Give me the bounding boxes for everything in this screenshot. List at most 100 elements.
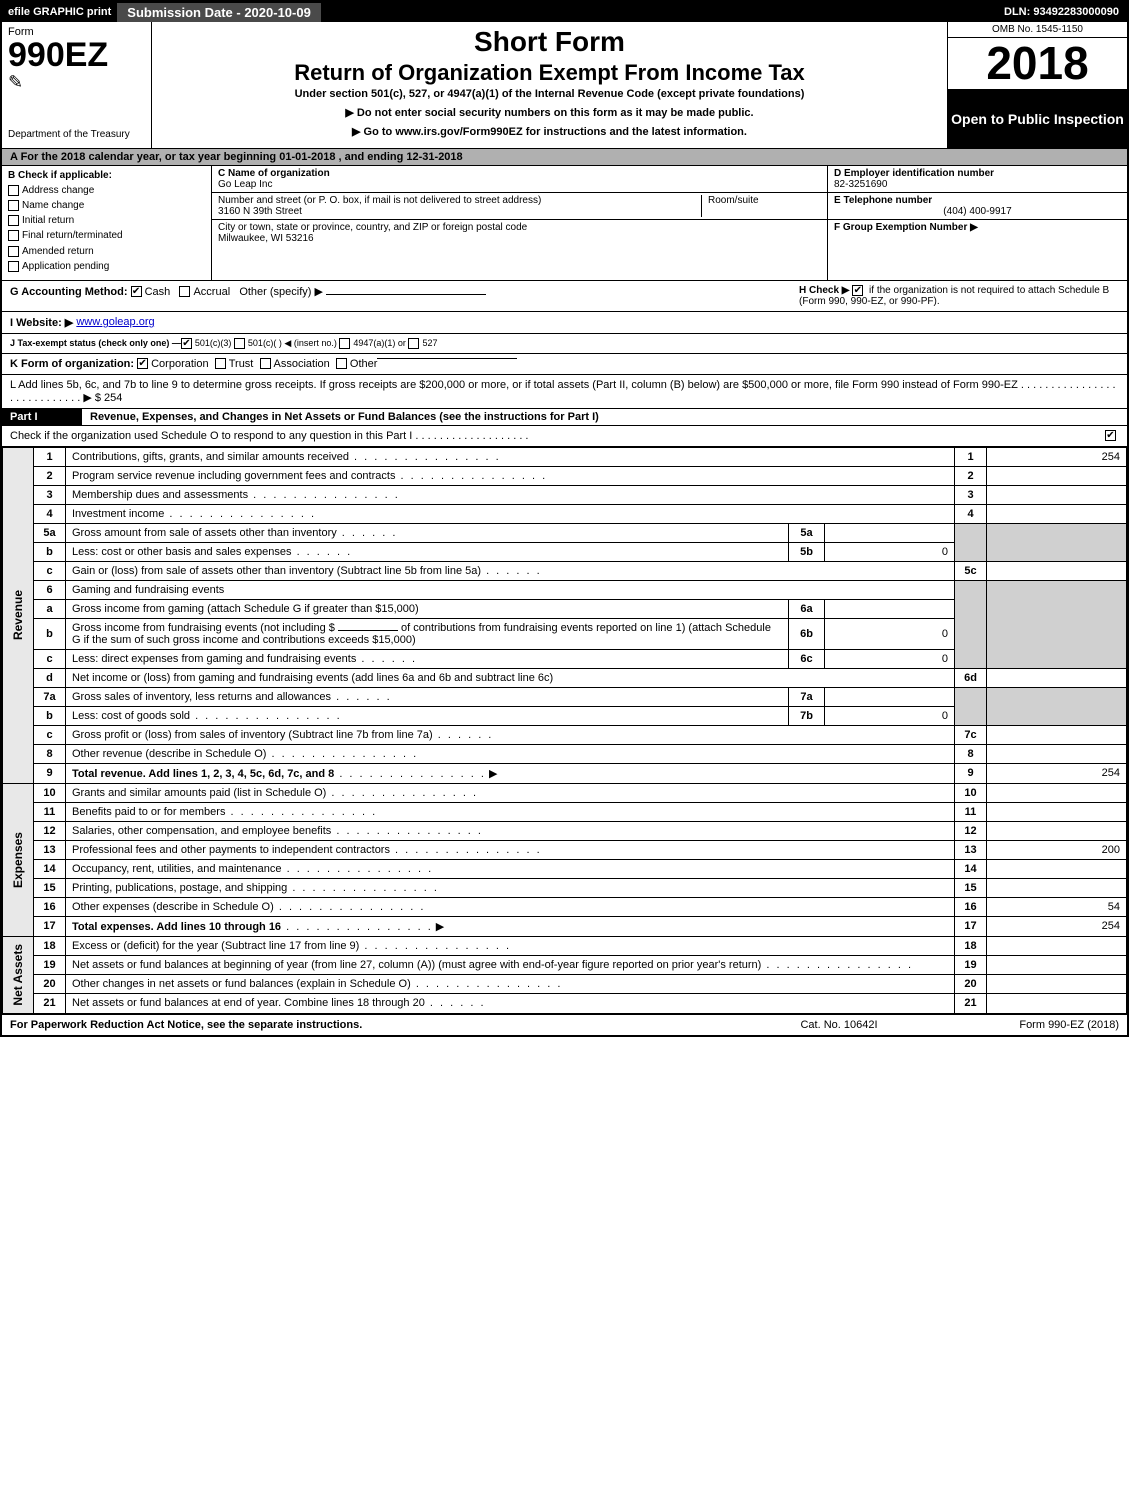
- ln7c: c: [34, 725, 66, 744]
- g-other-input[interactable]: [326, 294, 486, 295]
- val8: [987, 744, 1127, 763]
- omb: OMB No. 1545-1150: [948, 22, 1127, 38]
- val18: [987, 936, 1127, 955]
- part1-label: Part I: [2, 409, 82, 425]
- period-begin: 01-01-2018: [279, 151, 335, 163]
- right-info: D Employer identification number 82-3251…: [827, 166, 1127, 280]
- side-netassets-text: Net Assets: [9, 940, 27, 1010]
- sub5a: 5a: [789, 523, 825, 542]
- chk-name-change[interactable]: [8, 200, 19, 211]
- lbl-cash: Cash: [145, 286, 171, 298]
- line7a-text: Gross sales of inventory, less returns a…: [66, 687, 789, 706]
- ln19: 19: [34, 956, 66, 975]
- val3: [987, 485, 1127, 504]
- sub6b: 6b: [789, 618, 825, 649]
- k-row: K Form of organization: Corporation Trus…: [2, 354, 1127, 375]
- val12: [987, 821, 1127, 840]
- lbl-final-return: Final return/terminated: [22, 231, 123, 242]
- chk-other[interactable]: [336, 358, 347, 369]
- lbl-assoc: Association: [274, 358, 330, 370]
- line6a-text: Gross income from gaming (attach Schedul…: [66, 599, 789, 618]
- val15: [987, 878, 1127, 897]
- subval7a: [825, 687, 955, 706]
- g-h-row: G Accounting Method: Cash Accrual Other …: [2, 281, 1127, 312]
- line6b-blank[interactable]: [338, 630, 398, 631]
- sub6a: 6a: [789, 599, 825, 618]
- chk-app-pending[interactable]: [8, 261, 19, 272]
- line10-text: Grants and similar amounts paid (list in…: [66, 783, 955, 802]
- box1: 1: [955, 447, 987, 466]
- chk-501c3[interactable]: [181, 338, 192, 349]
- ln5b: b: [34, 542, 66, 561]
- j-row: J Tax-exempt status (check only one) — 5…: [2, 334, 1127, 354]
- line7c-text: Gross profit or (loss) from sales of inv…: [66, 725, 955, 744]
- chk-assoc[interactable]: [260, 358, 271, 369]
- street-label: Number and street (or P. O. box, if mail…: [218, 195, 701, 206]
- ln18: 18: [34, 936, 66, 955]
- footer-mid: Cat. No. 10642I: [739, 1019, 939, 1031]
- footer-left: For Paperwork Reduction Act Notice, see …: [10, 1019, 739, 1031]
- goto-text: ▶ Go to www.irs.gov/Form990EZ for instru…: [352, 126, 747, 138]
- j-label: J Tax-exempt status (check only one) —: [10, 338, 181, 348]
- e-label: E Telephone number: [834, 195, 1121, 206]
- chk-final-return[interactable]: [8, 230, 19, 241]
- lbl-initial-return: Initial return: [22, 215, 74, 226]
- val20: [987, 975, 1127, 994]
- form-990ez: efile GRAPHIC print Submission Date - 20…: [0, 0, 1129, 1037]
- chk-initial-return[interactable]: [8, 215, 19, 226]
- chk-address-change[interactable]: [8, 185, 19, 196]
- chk-527[interactable]: [408, 338, 419, 349]
- box13: 13: [955, 840, 987, 859]
- org-name: Go Leap Inc: [218, 179, 821, 190]
- part1-check-text: Check if the organization used Schedule …: [10, 430, 1105, 442]
- box9: 9: [955, 763, 987, 783]
- chk-trust[interactable]: [215, 358, 226, 369]
- title-mid: Short Form Return of Organization Exempt…: [152, 22, 947, 148]
- submission-date: Submission Date - 2020-10-09: [117, 3, 321, 22]
- line9-text: Total revenue. Add lines 1, 2, 3, 4, 5c,…: [66, 763, 955, 783]
- box17: 17: [955, 916, 987, 936]
- chk-4947[interactable]: [339, 338, 350, 349]
- subval7b: 0: [825, 706, 955, 725]
- part1-title: Revenue, Expenses, and Changes in Net As…: [82, 409, 1127, 425]
- phone: (404) 400-9917: [834, 206, 1121, 217]
- city: Milwaukee, WI 53216: [218, 233, 821, 244]
- lbl-amended: Amended return: [22, 246, 94, 257]
- efile-label: efile GRAPHIC print: [2, 6, 117, 18]
- ein: 82-3251690: [834, 179, 1121, 190]
- ln6a: a: [34, 599, 66, 618]
- chk-501c[interactable]: [234, 338, 245, 349]
- val16: 54: [987, 897, 1127, 916]
- subval6c: 0: [825, 649, 955, 668]
- chk-accrual[interactable]: [179, 286, 190, 297]
- line6b-text: Gross income from fundraising events (no…: [66, 618, 789, 649]
- under-section: Under section 501(c), 527, or 4947(a)(1)…: [160, 88, 939, 100]
- box10: 10: [955, 783, 987, 802]
- ln5a: 5a: [34, 523, 66, 542]
- footer: For Paperwork Reduction Act Notice, see …: [2, 1014, 1127, 1035]
- website-link[interactable]: www.goleap.org: [76, 316, 154, 328]
- lbl-corp: Corporation: [151, 358, 208, 370]
- chk-cash[interactable]: [131, 286, 142, 297]
- ln1: 1: [34, 447, 66, 466]
- line2-text: Program service revenue including govern…: [66, 466, 955, 485]
- val19: [987, 956, 1127, 975]
- gray7v: [987, 687, 1127, 725]
- k-other-input[interactable]: [377, 358, 517, 359]
- ln17: 17: [34, 916, 66, 936]
- side-expenses-text: Expenses: [9, 828, 27, 892]
- lbl-address-change: Address change: [22, 185, 94, 196]
- box2: 2: [955, 466, 987, 485]
- line14-text: Occupancy, rent, utilities, and maintena…: [66, 859, 955, 878]
- goto-line: ▶ Go to www.irs.gov/Form990EZ for instru…: [160, 125, 939, 138]
- ln2: 2: [34, 466, 66, 485]
- topbar: efile GRAPHIC print Submission Date - 20…: [2, 2, 1127, 22]
- street: 3160 N 39th Street: [218, 206, 701, 217]
- chk-corp[interactable]: [137, 358, 148, 369]
- lbl-name-change: Name change: [22, 200, 84, 211]
- chk-part1-scho[interactable]: [1105, 430, 1116, 441]
- line21-text: Net assets or fund balances at end of ye…: [66, 994, 955, 1013]
- ssn-warning: ▶ Do not enter social security numbers o…: [160, 106, 939, 119]
- chk-h[interactable]: [852, 285, 863, 296]
- chk-amended[interactable]: [8, 246, 19, 257]
